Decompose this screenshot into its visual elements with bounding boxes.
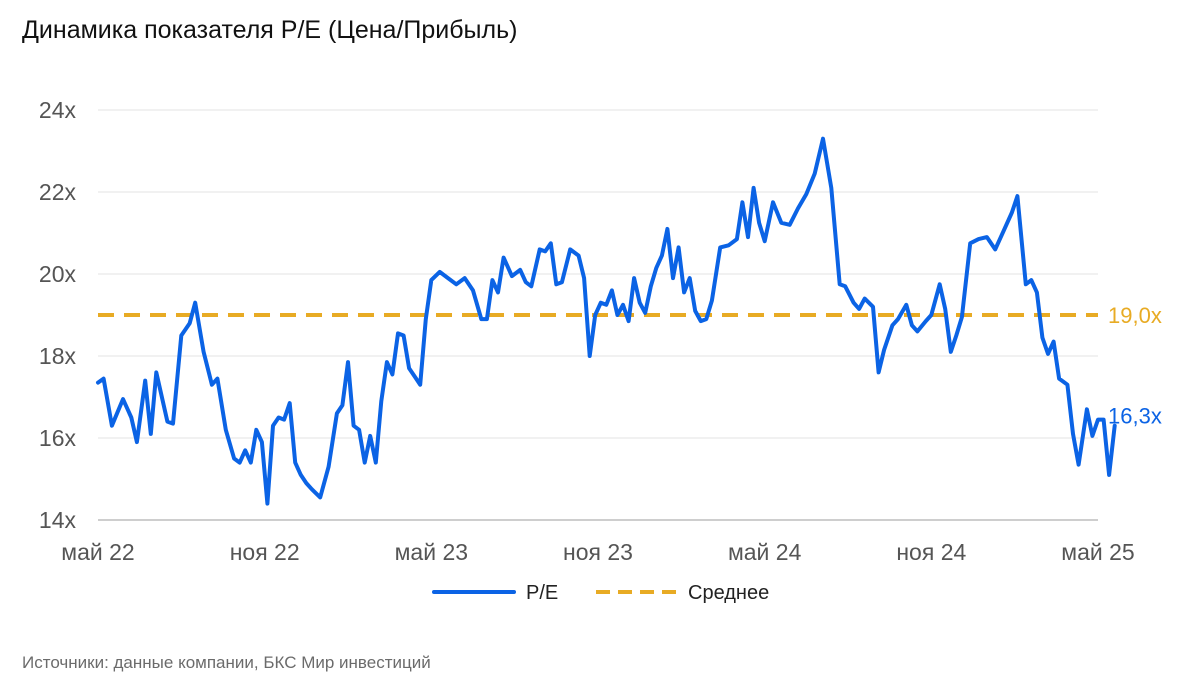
x-tick-label: май 25 [1061, 539, 1134, 565]
legend-label-mean: Среднее [688, 582, 769, 604]
legend-label-pe: P/E [526, 582, 558, 604]
x-tick-label: май 22 [61, 539, 134, 565]
x-tick-label: ноя 22 [230, 539, 300, 565]
series-lines [96, 136, 1117, 506]
y-axis-ticks: 14x 16x 18x 20x 22x 24x [39, 97, 77, 533]
y-tick-label: 16x [39, 425, 77, 451]
y-tick-label: 24x [39, 97, 77, 123]
y-tick-label: 20x [39, 261, 77, 287]
mean-value-label: 19,0x [1108, 303, 1162, 328]
source-note: Источники: данные компании, БКС Мир инве… [22, 653, 431, 672]
pe-value-label: 16,3x [1108, 404, 1162, 429]
x-tick-label: май 23 [395, 539, 468, 565]
pe-line [96, 136, 1117, 506]
gridlines [98, 109, 1098, 439]
x-tick-label: ноя 23 [563, 539, 633, 565]
end-labels: 19,0x 16,3x [1108, 303, 1162, 429]
chart-title: Динамика показателя P/E (Цена/Прибыль) [22, 16, 518, 44]
legend: P/E Среднее [432, 582, 769, 604]
x-tick-label: май 24 [728, 539, 802, 565]
x-axis-ticks: май 22 ноя 22 май 23 ноя 23 май 24 ноя 24 май … [61, 539, 1134, 565]
x-tick-label: ноя 24 [896, 539, 966, 565]
y-tick-label: 14x [39, 507, 77, 533]
y-tick-label: 22x [39, 179, 77, 205]
y-tick-label: 18x [39, 343, 77, 369]
